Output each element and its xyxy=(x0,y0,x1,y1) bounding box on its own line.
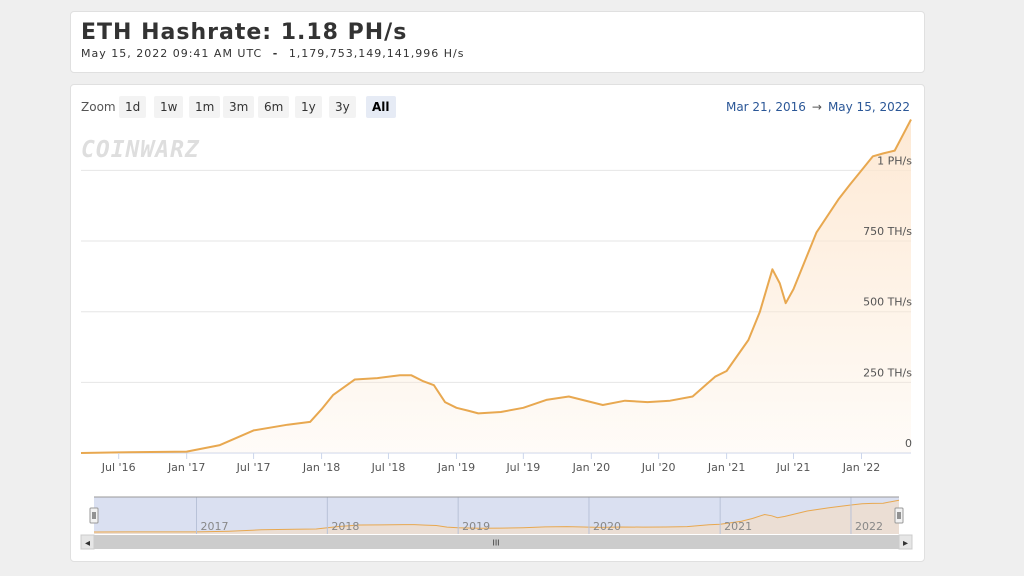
zoom-6m-button[interactable]: 6m xyxy=(258,96,290,118)
x-tick-label: Jul '20 xyxy=(641,461,676,474)
x-tick-label: Jul '16 xyxy=(101,461,136,474)
x-tick-label: Jan '20 xyxy=(572,461,610,474)
range-from[interactable]: Mar 21, 2016 xyxy=(725,100,806,114)
hashrate-line xyxy=(80,119,912,454)
navigator-right-handle[interactable] xyxy=(894,507,904,524)
y-tick-label: 0 xyxy=(905,437,912,450)
range-to[interactable]: May 15, 2022 xyxy=(827,100,910,114)
zoom-all-button[interactable]: All xyxy=(366,96,396,118)
navigator-label: 2017 xyxy=(201,520,229,533)
zoom-1y-button[interactable]: 1y xyxy=(295,96,322,118)
navigator-area xyxy=(94,500,899,534)
x-tick-label: Jul '19 xyxy=(505,461,540,474)
scroll-right-icon: ▸ xyxy=(903,538,908,549)
hashrate-subtitle: May 15, 2022 09:41 AM UTC - 1,179,753,14… xyxy=(81,47,464,60)
coinwarz-watermark: COINWARZ xyxy=(81,137,200,163)
x-tick-label: Jan '18 xyxy=(302,461,340,474)
navigator-label: 2018 xyxy=(331,520,359,533)
x-tick-label: Jul '18 xyxy=(371,461,406,474)
hashrate-area xyxy=(81,119,911,453)
scrollbar-thumb[interactable] xyxy=(94,535,899,549)
zoom-3y-button[interactable]: 3y xyxy=(329,96,356,118)
navigator-label: 2021 xyxy=(724,520,752,533)
x-tick-label: Jan '17 xyxy=(167,461,205,474)
zoom-1w-button[interactable]: 1w xyxy=(154,96,184,118)
navigator-label: 2022 xyxy=(855,520,883,533)
scroll-grip-icon: III xyxy=(492,539,499,548)
navigator-label: 2019 xyxy=(462,520,490,533)
date-range[interactable]: Mar 21, 2016 → May 15, 2022 xyxy=(726,100,910,114)
scroll-left-button[interactable] xyxy=(80,534,95,550)
range-arrow: → xyxy=(811,100,822,114)
zoom-1m-button[interactable]: 1m xyxy=(189,96,221,118)
y-tick-label: 1 PH/s xyxy=(877,154,912,167)
subtitle-separator: - xyxy=(272,47,279,60)
navigator-left-handle[interactable] xyxy=(89,507,99,524)
x-tick-label: Jan '21 xyxy=(707,461,745,474)
x-tick-label: Jul '21 xyxy=(776,461,811,474)
x-tick-label: Jul '17 xyxy=(236,461,271,474)
y-tick-label: 250 TH/s xyxy=(863,366,912,379)
scroll-left-icon: ◂ xyxy=(85,538,90,549)
zoom-1d-button[interactable]: 1d xyxy=(119,96,147,118)
subtitle-date: May 15, 2022 09:41 AM UTC xyxy=(81,47,263,60)
header-card: ETH Hashrate: 1.18 PH/s May 15, 2022 09:… xyxy=(70,11,925,73)
scroll-right-button[interactable] xyxy=(898,534,913,550)
page-title: ETH Hashrate: 1.18 PH/s xyxy=(81,20,408,45)
zoom-3m-button[interactable]: 3m xyxy=(223,96,255,118)
x-tick-label: Jan '22 xyxy=(842,461,880,474)
navigator-line xyxy=(93,499,900,533)
y-tick-label: 500 TH/s xyxy=(863,296,912,309)
navigator-label: 2020 xyxy=(593,520,621,533)
subtitle-value: 1,179,753,149,141,996 H/s xyxy=(288,47,465,60)
y-tick-label: 750 TH/s xyxy=(863,225,912,238)
x-tick-label: Jan '19 xyxy=(437,461,475,474)
zoom-label: Zoom xyxy=(81,100,116,114)
